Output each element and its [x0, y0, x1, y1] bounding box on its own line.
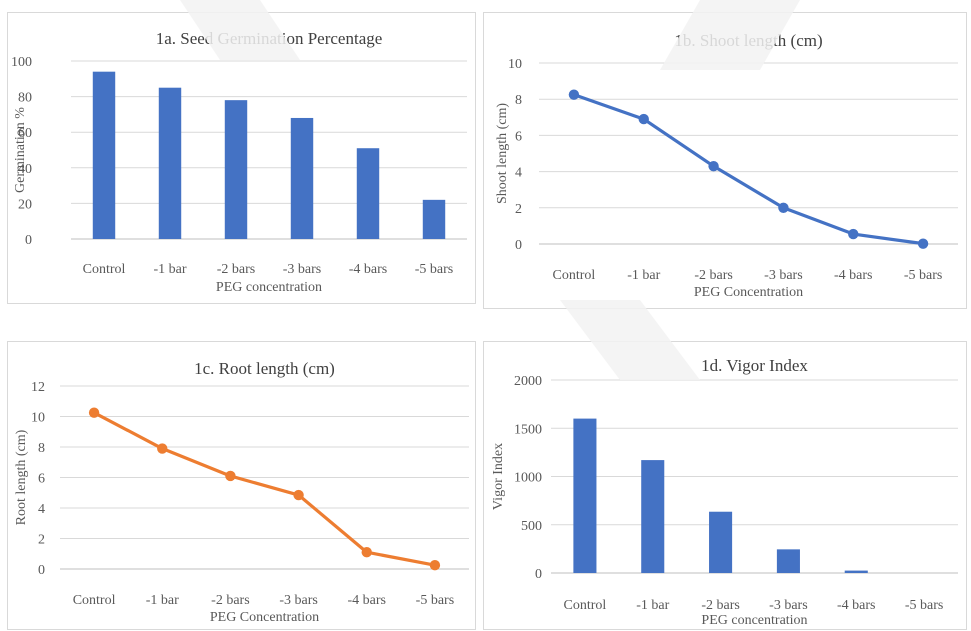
y-tick-label: 0 — [535, 567, 542, 582]
y-tick-label: 40 — [18, 162, 32, 177]
data-point — [361, 547, 372, 558]
y-tick-label: 4 — [38, 502, 45, 517]
y-axis-title: Germination % — [13, 107, 28, 193]
y-tick-label: 100 — [11, 55, 32, 70]
y-axis-title: Shoot length (cm) — [495, 103, 510, 204]
x-tick-label: -3 bars — [283, 262, 322, 277]
x-tick-label: -1 bar — [627, 268, 660, 283]
y-tick-label: 2 — [38, 533, 45, 548]
chart-panel-germination: 1a. Seed Germination Percentage 0 20 40 60 80… — [7, 12, 476, 304]
x-tick-label: -2 bars — [701, 598, 740, 613]
bar — [356, 148, 380, 239]
y-tick-label: 2000 — [514, 374, 542, 389]
y-tick-label: 0 — [38, 563, 45, 578]
y-tick-label: 0 — [25, 233, 32, 248]
data-point — [157, 443, 168, 454]
data-point — [638, 113, 649, 125]
chart-svg-d: 1d. Vigor Index 0 500 1000 1500 2000 Control -1… — [491, 356, 958, 628]
chart-title: 1a. Seed Germination Percentage — [156, 29, 383, 48]
bar — [158, 87, 182, 239]
x-tick-label: -4 bars — [837, 598, 876, 613]
bar — [224, 100, 248, 239]
x-axis-title: PEG concentration — [216, 280, 322, 295]
x-tick-label: -4 bars — [348, 593, 387, 608]
series-line — [573, 93, 924, 246]
y-axis-title: Root length (cm) — [14, 429, 29, 525]
bar — [92, 71, 116, 240]
x-tick-label: -2 bars — [211, 593, 250, 608]
chart-panel-vigor-index: 1d. Vigor Index 0 500 1000 1500 2000 Control -1… — [483, 341, 967, 630]
y-tick-label: 1000 — [514, 471, 542, 486]
chart-svg-a: 1a. Seed Germination Percentage 0 20 40 60 80… — [11, 29, 467, 295]
bar — [641, 460, 665, 573]
x-tick-label: -3 bars — [764, 268, 803, 283]
y-tick-label: 60 — [18, 126, 32, 141]
chart-panel-root-length: 1c. Root length (cm) 0 2 4 6 8 10 12 Control -1 b… — [7, 341, 476, 630]
x-tick-label: -2 bars — [217, 262, 256, 277]
x-tick-label: -5 bars — [415, 262, 454, 277]
x-tick-label: Control — [553, 268, 596, 283]
bar — [573, 418, 597, 573]
chart-title: 1b. Shoot length (cm) — [674, 31, 822, 50]
y-tick-label: 2 — [515, 202, 522, 217]
x-tick-label: -5 bars — [905, 598, 944, 613]
y-tick-label: 8 — [38, 441, 45, 456]
data-point — [88, 407, 100, 418]
data-point — [225, 470, 236, 482]
x-tick-label: -1 bar — [146, 593, 179, 608]
data-point — [917, 238, 929, 249]
x-tick-label: -1 bar — [153, 262, 186, 277]
y-tick-label: 10 — [31, 411, 45, 426]
x-axis-title: PEG Concentration — [210, 610, 319, 625]
x-tick-label: -2 bars — [694, 268, 733, 283]
chart-title: 1c. Root length (cm) — [194, 359, 335, 378]
x-tick-label: Control — [73, 593, 116, 608]
chart-svg-b: 1b. Shoot length (cm) 0 2 4 6 8 10 Control -1 ba… — [495, 31, 958, 300]
data-point — [708, 160, 719, 172]
x-tick-label: -4 bars — [834, 268, 873, 283]
y-tick-label: 8 — [515, 93, 522, 108]
x-axis-title: PEG Concentration — [694, 285, 803, 300]
bar — [709, 511, 733, 573]
x-axis-title: PEG concentration — [701, 613, 807, 628]
y-axis-title: Vigor Index — [491, 443, 506, 510]
data-point — [293, 489, 304, 501]
y-tick-label: 10 — [508, 57, 522, 72]
series-line — [93, 411, 436, 567]
bar — [422, 199, 446, 239]
data-point — [568, 89, 580, 100]
y-tick-label: 0 — [515, 238, 522, 253]
y-tick-label: 6 — [515, 129, 522, 144]
data-point — [778, 202, 789, 213]
y-tick-label: 20 — [18, 197, 32, 212]
chart-title: 1d. Vigor Index — [701, 356, 808, 375]
y-tick-label: 500 — [521, 519, 542, 534]
x-tick-label: -1 bar — [636, 598, 669, 613]
y-tick-label: 1500 — [514, 422, 542, 437]
x-tick-label: Control — [83, 262, 126, 277]
x-tick-label: -4 bars — [349, 262, 388, 277]
x-tick-label: -3 bars — [279, 593, 318, 608]
y-tick-label: 12 — [31, 380, 45, 395]
x-tick-label: Control — [564, 598, 607, 613]
y-tick-label: 80 — [18, 91, 32, 106]
x-tick-label: -5 bars — [416, 593, 455, 608]
bar — [290, 117, 314, 239]
data-point — [429, 559, 441, 571]
bar — [844, 570, 868, 573]
chart-panel-shoot-length: 1b. Shoot length (cm) 0 2 4 6 8 10 Control -1 ba… — [483, 12, 967, 309]
y-tick-label: 6 — [38, 472, 45, 487]
x-tick-label: -5 bars — [904, 268, 943, 283]
data-point — [848, 228, 859, 240]
chart-svg-c: 1c. Root length (cm) 0 2 4 6 8 10 12 Control -1 b… — [14, 359, 469, 625]
x-tick-label: -3 bars — [769, 598, 808, 613]
bar — [776, 549, 800, 573]
y-tick-label: 4 — [515, 166, 522, 181]
